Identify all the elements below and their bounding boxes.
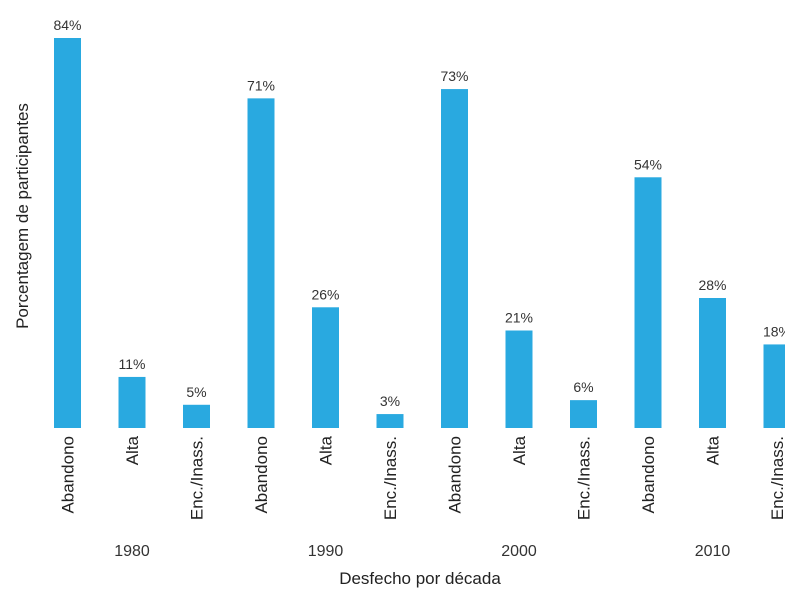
category-tick-label: Enc./Inass. [188,436,207,520]
bar-value-label: 71% [247,77,275,93]
bar-value-label: 6% [573,379,593,395]
bar [441,89,468,429]
category-tick-label: Abandono [446,436,465,514]
bar-value-label: 3% [380,393,400,409]
decade-group-label: 1980 [114,543,150,560]
bars-layer [54,38,785,429]
category-tick-label: Alta [704,435,723,465]
bar-value-label: 26% [311,286,339,302]
category-tick-label: Enc./Inass. [381,436,400,520]
category-tick-label: Enc./Inass. [768,436,785,520]
bar-value-label: 28% [698,277,726,293]
bar-value-label: 5% [186,384,206,400]
bar [376,414,404,428]
bar [54,38,81,428]
bar-value-label: 73% [440,68,468,84]
bar-value-label: 11% [119,356,146,372]
x-axis-title: Desfecho por década [339,569,501,588]
bar-value-label: 21% [505,310,533,326]
category-tick-label: Abandono [59,436,78,514]
bar [312,307,339,428]
bar [183,404,210,428]
bar [763,344,785,428]
category-tick-label: Abandono [252,436,271,514]
category-tick-label: Enc./Inass. [575,436,594,520]
category-tick-label: Abandono [639,436,658,514]
bar [505,330,533,428]
category-tick-label: Alta [317,435,336,465]
bar-value-label: 18% [763,323,785,339]
bar-value-label: 84% [53,17,81,33]
decade-group-label: 2000 [501,543,537,560]
decade-group-label: 2010 [695,543,731,560]
bar [634,177,662,428]
labels-layer: 84% Abandono 11% Alta 5% Enc./Inass. 1980 71% Ab… [53,17,785,560]
category-tick-label: Alta [123,435,142,465]
bar [699,298,726,428]
y-axis-title: Porcentagem de participantes [13,103,32,329]
bar-value-label: 54% [634,156,662,172]
category-tick-label: Alta [510,435,529,465]
bar [247,98,275,428]
decade-group-label: 1990 [308,543,344,560]
bar [118,376,146,428]
bar [570,400,597,428]
